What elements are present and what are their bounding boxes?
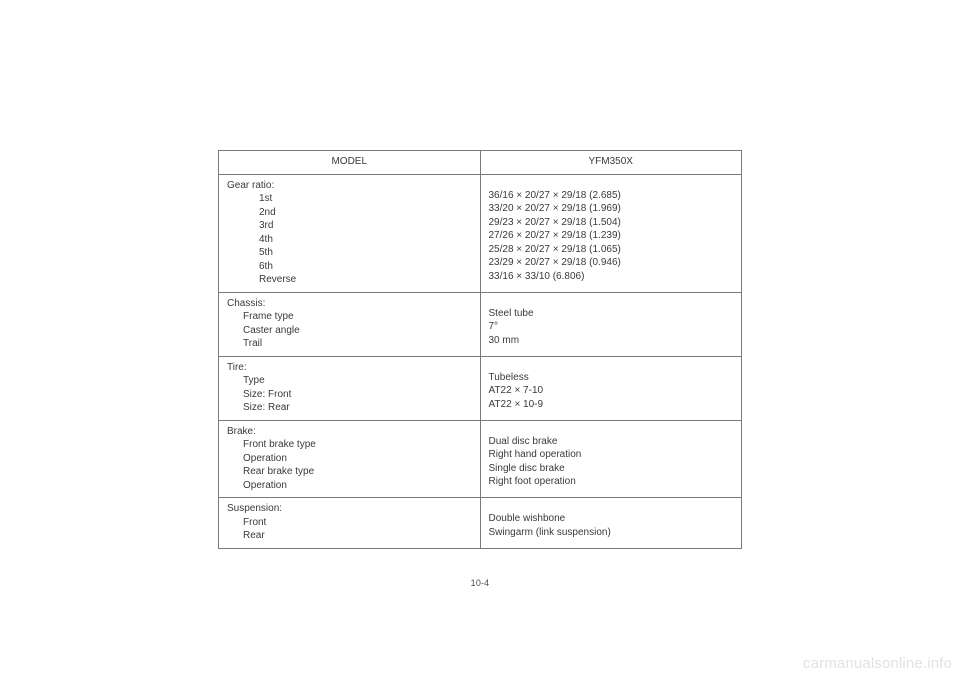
spec-value: Swingarm (link suspension) bbox=[489, 526, 734, 540]
spec-value-cell: 36/16 × 20/27 × 29/18 (2.685)33/20 × 20/… bbox=[480, 174, 742, 292]
header-value: YFM350X bbox=[480, 151, 742, 175]
spec-value: Steel tube bbox=[489, 307, 734, 321]
spec-label: 6th bbox=[227, 260, 472, 274]
spec-table: MODEL YFM350X Gear ratio:1st2nd3rd4th5th… bbox=[218, 150, 742, 549]
spec-label: 3rd bbox=[227, 219, 472, 233]
spec-label: Trail bbox=[227, 337, 472, 351]
spec-label: Rear bbox=[227, 529, 472, 543]
blank-line bbox=[489, 425, 734, 435]
spec-label-cell: Tire:TypeSize: FrontSize: Rear bbox=[219, 356, 481, 420]
spec-value: 33/20 × 20/27 × 29/18 (1.969) bbox=[489, 202, 734, 216]
spec-value: Tubeless bbox=[489, 371, 734, 385]
spec-table-container: MODEL YFM350X Gear ratio:1st2nd3rd4th5th… bbox=[218, 150, 742, 549]
watermark: carmanualsonline.info bbox=[803, 655, 952, 672]
section-title: Suspension: bbox=[227, 502, 472, 516]
spec-value: 27/26 × 20/27 × 29/18 (1.239) bbox=[489, 229, 734, 243]
spec-table-body: Gear ratio:1st2nd3rd4th5th6thReverse 36/… bbox=[219, 174, 742, 548]
spec-value: AT22 × 7-10 bbox=[489, 384, 734, 398]
spec-label: Size: Front bbox=[227, 388, 472, 402]
header-model: MODEL bbox=[219, 151, 481, 175]
blank-line bbox=[489, 297, 734, 307]
table-row: Gear ratio:1st2nd3rd4th5th6thReverse 36/… bbox=[219, 174, 742, 292]
spec-value-cell: TubelessAT22 × 7-10AT22 × 10-9 bbox=[480, 356, 742, 420]
spec-label-cell: Suspension:FrontRear bbox=[219, 498, 481, 549]
page-number: 10-4 bbox=[471, 578, 490, 588]
table-row: Suspension:FrontRear Double wishboneSwin… bbox=[219, 498, 742, 549]
spec-label: Rear brake type bbox=[227, 465, 472, 479]
spec-label: Caster angle bbox=[227, 324, 472, 338]
spec-value: 23/29 × 20/27 × 29/18 (0.946) bbox=[489, 256, 734, 270]
section-title: Chassis: bbox=[227, 297, 472, 311]
spec-value: Dual disc brake bbox=[489, 435, 734, 449]
spec-label-cell: Brake:Front brake typeOperationRear brak… bbox=[219, 420, 481, 498]
spec-label: Type bbox=[227, 374, 472, 388]
spec-label: 1st bbox=[227, 192, 472, 206]
spec-label: Operation bbox=[227, 452, 472, 466]
spec-label: Front bbox=[227, 516, 472, 530]
blank-line bbox=[489, 179, 734, 189]
section-title: Gear ratio: bbox=[227, 179, 472, 193]
section-title: Brake: bbox=[227, 425, 472, 439]
table-row: Chassis:Frame typeCaster angleTrail Stee… bbox=[219, 292, 742, 356]
spec-value: 33/16 × 33/10 (6.806) bbox=[489, 270, 734, 284]
blank-line bbox=[489, 361, 734, 371]
spec-value: Single disc brake bbox=[489, 462, 734, 476]
spec-value: Double wishbone bbox=[489, 512, 734, 526]
spec-value-cell: Steel tube7°30 mm bbox=[480, 292, 742, 356]
table-header-row: MODEL YFM350X bbox=[219, 151, 742, 175]
spec-label: Reverse bbox=[227, 273, 472, 287]
spec-label: 5th bbox=[227, 246, 472, 260]
spec-value: 36/16 × 20/27 × 29/18 (2.685) bbox=[489, 189, 734, 203]
spec-value: Right hand operation bbox=[489, 448, 734, 462]
section-title: Tire: bbox=[227, 361, 472, 375]
spec-value: 25/28 × 20/27 × 29/18 (1.065) bbox=[489, 243, 734, 257]
spec-label: 2nd bbox=[227, 206, 472, 220]
spec-label: Operation bbox=[227, 479, 472, 493]
table-row: Tire:TypeSize: FrontSize: Rear TubelessA… bbox=[219, 356, 742, 420]
spec-value: 29/23 × 20/27 × 29/18 (1.504) bbox=[489, 216, 734, 230]
blank-line bbox=[489, 502, 734, 512]
spec-value-cell: Double wishboneSwingarm (link suspension… bbox=[480, 498, 742, 549]
spec-label-cell: Chassis:Frame typeCaster angleTrail bbox=[219, 292, 481, 356]
spec-label: Size: Rear bbox=[227, 401, 472, 415]
spec-value-cell: Dual disc brakeRight hand operationSingl… bbox=[480, 420, 742, 498]
spec-value: 7° bbox=[489, 320, 734, 334]
spec-value: AT22 × 10-9 bbox=[489, 398, 734, 412]
spec-label-cell: Gear ratio:1st2nd3rd4th5th6thReverse bbox=[219, 174, 481, 292]
spec-label: 4th bbox=[227, 233, 472, 247]
table-row: Brake:Front brake typeOperationRear brak… bbox=[219, 420, 742, 498]
spec-value: 30 mm bbox=[489, 334, 734, 348]
spec-label: Frame type bbox=[227, 310, 472, 324]
spec-label: Front brake type bbox=[227, 438, 472, 452]
spec-value: Right foot operation bbox=[489, 475, 734, 489]
